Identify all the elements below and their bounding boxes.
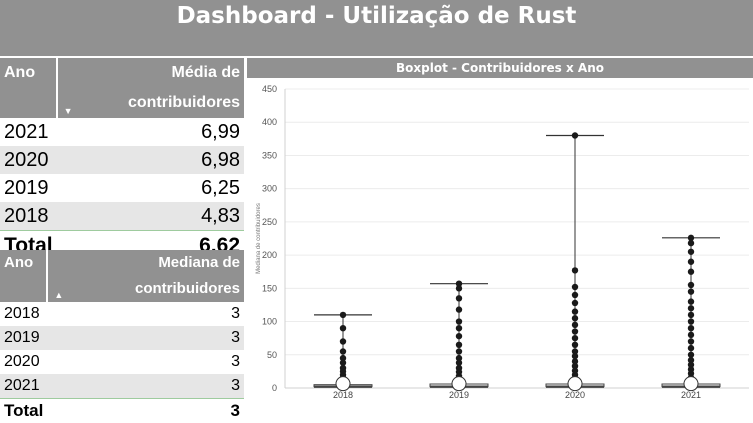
y-tick-label: 50 xyxy=(267,350,277,360)
data-point xyxy=(688,298,694,304)
data-point xyxy=(456,333,462,339)
mean-marker xyxy=(684,377,698,391)
dashboard-header: Dashboard - Utilização de Rust xyxy=(0,0,753,56)
x-tick-label: 2020 xyxy=(565,390,585,400)
data-point xyxy=(688,288,694,294)
data-point xyxy=(456,318,462,324)
mean-cell: 6,99 xyxy=(57,118,244,146)
data-point xyxy=(572,315,578,321)
data-point xyxy=(572,308,578,314)
table-row[interactable]: 2021 6,99 xyxy=(0,118,244,146)
mean-cell: 4,83 xyxy=(57,202,244,231)
data-point xyxy=(688,338,694,344)
data-point xyxy=(572,335,578,341)
x-tick-label: 2019 xyxy=(449,390,469,400)
year-cell: 2020 xyxy=(0,146,57,174)
data-point xyxy=(688,269,694,275)
column-header-median[interactable]: Mediana de contribuidores ▲ xyxy=(47,250,244,302)
total-value: 3 xyxy=(47,399,244,423)
mean-cell: 6,98 xyxy=(57,146,244,174)
x-tick-label: 2021 xyxy=(681,390,701,400)
data-point xyxy=(340,325,346,331)
y-tick-label: 250 xyxy=(262,217,277,227)
y-tick-label: 350 xyxy=(262,150,277,160)
data-point xyxy=(456,325,462,331)
data-point xyxy=(688,318,694,324)
data-point xyxy=(456,306,462,312)
year-cell: 2021 xyxy=(0,374,47,399)
data-point xyxy=(572,328,578,334)
table-row[interactable]: 2019 3 xyxy=(0,326,244,350)
y-tick-label: 400 xyxy=(262,117,277,127)
y-tick-label: 150 xyxy=(262,283,277,293)
data-point xyxy=(688,332,694,338)
table-row[interactable]: 2018 4,83 xyxy=(0,202,244,231)
mean-contributors-table: Ano Média de contribuidores ▼ 2021 6,99 … xyxy=(0,58,244,260)
data-point xyxy=(688,345,694,351)
year-cell: 2019 xyxy=(0,174,57,202)
year-cell: 2018 xyxy=(0,302,47,326)
x-tick-label: 2018 xyxy=(333,390,353,400)
data-point xyxy=(572,322,578,328)
y-tick-label: 300 xyxy=(262,184,277,194)
y-tick-label: 200 xyxy=(262,250,277,260)
mean-cell: 6,25 xyxy=(57,174,244,202)
sort-descending-icon: ▼ xyxy=(64,107,73,116)
median-contributors-table: Ano Mediana de contribuidores ▲ 2018 3 2… xyxy=(0,250,244,423)
column-header-year[interactable]: Ano xyxy=(0,250,47,302)
data-point xyxy=(688,259,694,265)
data-point xyxy=(688,282,694,288)
y-tick-label: 0 xyxy=(272,383,277,393)
data-point xyxy=(572,132,578,138)
y-tick-label: 100 xyxy=(262,317,277,327)
data-point xyxy=(688,249,694,255)
median-cell: 3 xyxy=(47,302,244,326)
data-point xyxy=(456,348,462,354)
data-point xyxy=(456,285,462,291)
data-point xyxy=(456,295,462,301)
data-point xyxy=(340,348,346,354)
data-point xyxy=(688,305,694,311)
column-header-mean[interactable]: Média de contribuidores ▼ xyxy=(57,58,244,118)
data-point xyxy=(688,312,694,318)
table-row[interactable]: 2020 6,98 xyxy=(0,146,244,174)
chart-title: Boxplot - Contribuidores x Ano xyxy=(247,58,753,78)
data-point xyxy=(572,342,578,348)
sort-ascending-icon: ▲ xyxy=(54,291,63,300)
data-point xyxy=(688,325,694,331)
data-point xyxy=(572,284,578,290)
data-point xyxy=(456,342,462,348)
table-row[interactable]: 2018 3 xyxy=(0,302,244,326)
median-cell: 3 xyxy=(47,374,244,399)
boxplot-chart[interactable]: 0 50 100 150 200 250 300 350 400 450 Mediana de co… xyxy=(247,78,753,405)
mean-marker xyxy=(336,377,350,391)
data-point xyxy=(572,267,578,273)
median-cell: 3 xyxy=(47,350,244,374)
mean-marker xyxy=(452,377,466,391)
table-row[interactable]: 2021 3 xyxy=(0,374,244,399)
y-axis-label: Mediana de contribuidores xyxy=(256,203,262,274)
total-row: Total 3 xyxy=(0,399,244,423)
column-header-year[interactable]: Ano xyxy=(0,58,57,118)
year-cell: 2021 xyxy=(0,118,57,146)
data-point xyxy=(572,300,578,306)
y-tick-label: 450 xyxy=(262,84,277,94)
dashboard-title: Dashboard - Utilização de Rust xyxy=(0,2,753,30)
year-cell: 2018 xyxy=(0,202,57,231)
data-point xyxy=(688,240,694,246)
year-cell: 2019 xyxy=(0,326,47,350)
data-point xyxy=(340,312,346,318)
total-label: Total xyxy=(0,399,47,423)
boxplot-panel: Boxplot - Contribuidores x Ano 0 50 100 150… xyxy=(247,58,753,405)
year-cell: 2020 xyxy=(0,350,47,374)
table-row[interactable]: 2020 3 xyxy=(0,350,244,374)
data-point xyxy=(340,338,346,344)
mean-marker xyxy=(568,377,582,391)
table-row[interactable]: 2019 6,25 xyxy=(0,174,244,202)
median-cell: 3 xyxy=(47,326,244,350)
data-point xyxy=(572,292,578,298)
